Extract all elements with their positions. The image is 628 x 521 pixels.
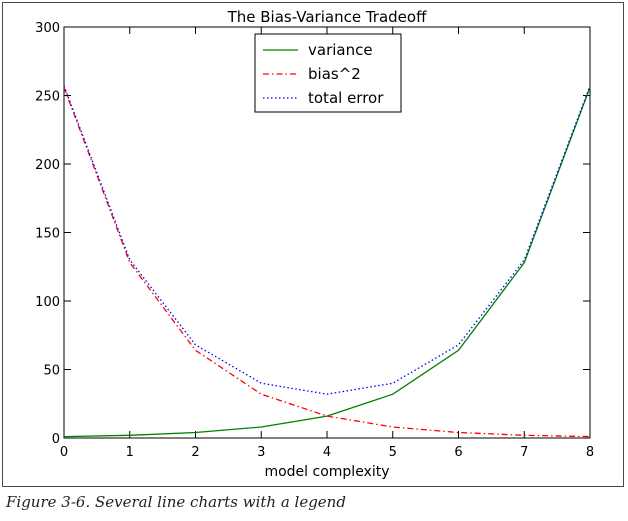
legend-label: bias^2 [308,65,361,83]
x-tick-label: 7 [520,445,528,460]
series-lines [63,85,591,438]
y-tick-label: 100 [35,295,60,310]
legend: variance bias^2 total error [254,33,402,113]
legend-label: variance [308,41,373,59]
bias-variance-chart: The Bias-Variance Tradeoff 0 1 2 3 4 5 6 7 8 0 50 1… [35,8,594,480]
x-tick-label: 4 [323,445,331,460]
x-tick-label: 3 [257,445,265,460]
legend-label: total error [308,89,384,107]
series-line-bias-2 [63,87,591,438]
axis-ticks: 0 1 2 3 4 5 6 7 8 0 50 100 150 200 250 300 [35,21,594,460]
y-tick-label: 50 [43,364,60,379]
y-tick-label: 300 [35,21,60,36]
x-tick-label: 0 [60,445,68,460]
legend-box [254,33,402,113]
x-tick-label: 6 [454,445,462,460]
x-tick-label: 5 [389,445,397,460]
y-tick-label: 0 [52,432,60,447]
x-tick-label: 2 [191,445,199,460]
y-tick-label: 150 [35,227,60,242]
series-line-variance [63,87,591,438]
y-tick-label: 200 [35,158,60,173]
x-tick-label: 8 [586,445,594,460]
chart-title: The Bias-Variance Tradeoff [227,8,427,26]
figure-caption: Figure 3-6. Several line charts with a l… [6,493,346,511]
series-line-total-error [63,85,591,395]
y-tick-label: 250 [35,90,60,105]
x-axis-label: model complexity [264,464,389,480]
x-tick-label: 1 [126,445,134,460]
legend-items: variance bias^2 total error [263,41,384,107]
